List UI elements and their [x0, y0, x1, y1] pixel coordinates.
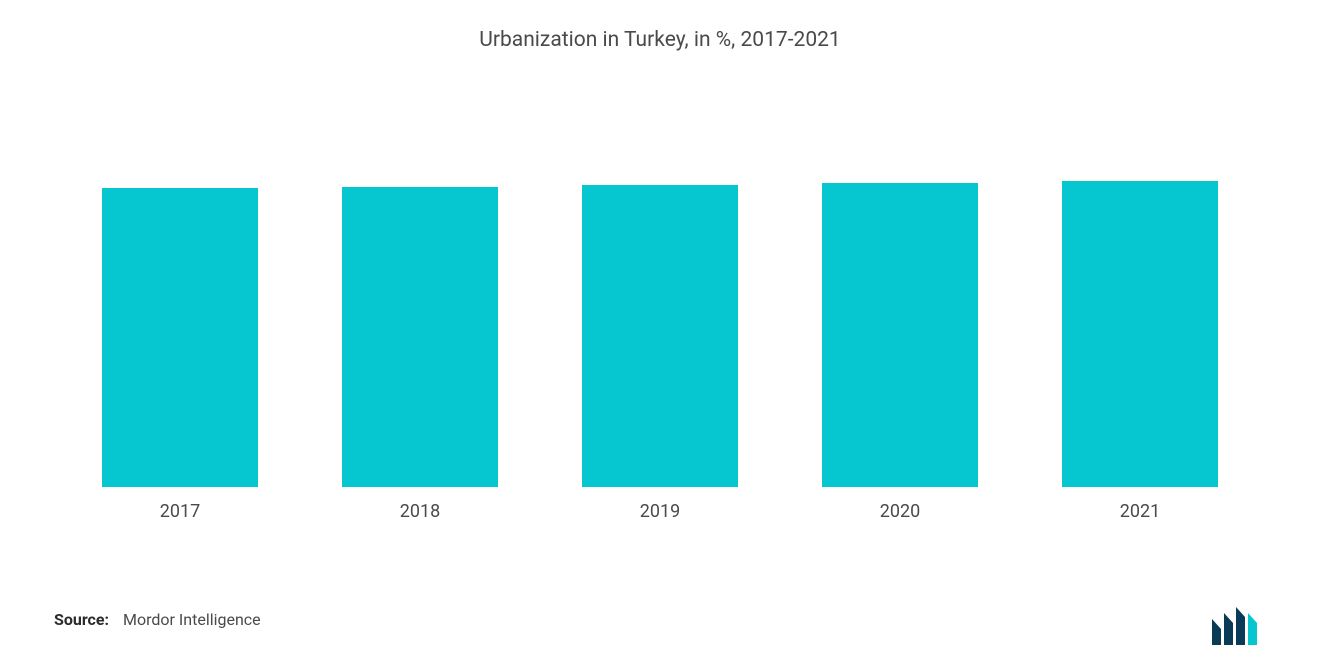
x-axis-label: 2017	[160, 501, 200, 522]
x-axis-label: 2021	[1120, 501, 1160, 522]
chart-title: Urbanization in Turkey, in %, 2017-2021	[50, 28, 1270, 52]
bar	[342, 187, 498, 487]
bar	[822, 183, 978, 487]
x-axis-label: 2020	[880, 501, 920, 522]
source-label: Source:	[54, 610, 109, 629]
chart-container: Urbanization in Turkey, in %, 2017-2021 …	[0, 0, 1320, 665]
x-axis-label: 2019	[640, 501, 680, 522]
source-line: Source: Mordor Intelligence	[54, 610, 261, 629]
bar-group: 2019	[540, 92, 780, 522]
bar-group: 2020	[780, 92, 1020, 522]
source-value: Mordor Intelligence	[123, 610, 261, 629]
mordor-logo-icon	[1212, 605, 1264, 645]
bar-group: 2017	[60, 92, 300, 522]
bar	[102, 188, 258, 487]
bar	[1062, 181, 1218, 487]
plot-area: 2017 2018 2019 2020 2021	[50, 92, 1270, 522]
bar	[582, 185, 738, 487]
x-axis-label: 2018	[400, 501, 440, 522]
bar-group: 2018	[300, 92, 540, 522]
bar-group: 2021	[1020, 92, 1260, 522]
